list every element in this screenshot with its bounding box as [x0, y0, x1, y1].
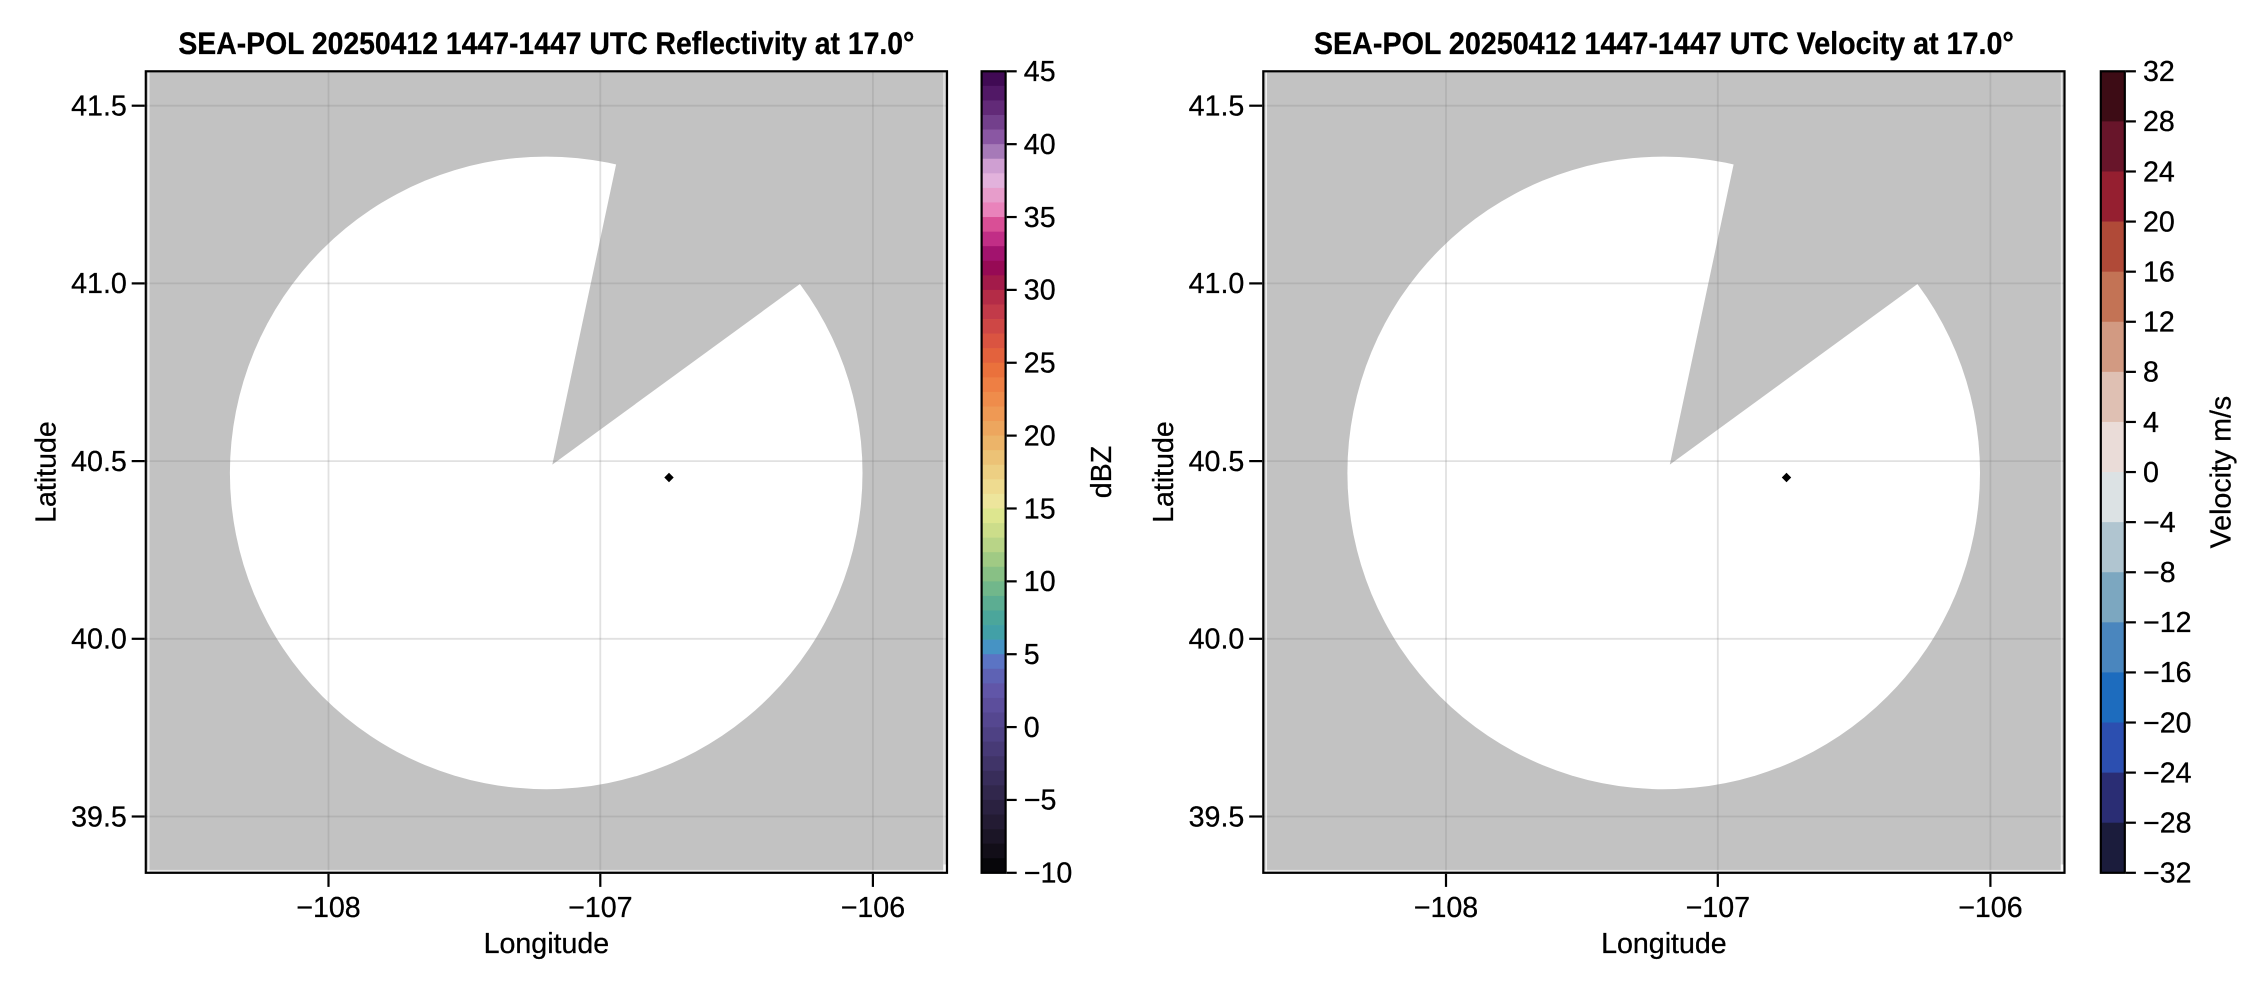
svg-text:−20: −20	[2143, 707, 2192, 739]
svg-text:0: 0	[1024, 712, 1040, 744]
svg-text:4: 4	[2143, 407, 2159, 439]
svg-text:8: 8	[2143, 357, 2159, 389]
svg-text:12: 12	[2143, 307, 2175, 339]
svg-text:−108: −108	[296, 892, 360, 924]
svg-text:Longitude: Longitude	[484, 928, 610, 960]
svg-text:40: 40	[1024, 129, 1056, 161]
svg-text:20: 20	[1024, 420, 1056, 452]
svg-text:28: 28	[2143, 106, 2175, 138]
svg-text:30: 30	[1024, 275, 1056, 307]
svg-text:−24: −24	[2143, 757, 2192, 789]
svg-text:45: 45	[1024, 56, 1056, 88]
svg-text:41.5: 41.5	[1189, 91, 1245, 123]
svg-text:25: 25	[1024, 348, 1056, 380]
svg-text:−12: −12	[2143, 607, 2192, 639]
svg-text:−8: −8	[2143, 557, 2176, 589]
svg-text:40.5: 40.5	[71, 446, 127, 478]
svg-text:35: 35	[1024, 202, 1056, 234]
svg-text:32: 32	[2143, 56, 2175, 88]
svg-text:41.0: 41.0	[71, 268, 127, 300]
svg-text:−28: −28	[2143, 808, 2192, 840]
svg-text:0: 0	[2143, 457, 2159, 489]
svg-text:Latitude: Latitude	[31, 421, 63, 523]
svg-text:−5: −5	[1024, 785, 1057, 817]
svg-text:−32: −32	[2143, 858, 2192, 890]
svg-text:20: 20	[2143, 206, 2175, 238]
svg-text:−107: −107	[568, 892, 632, 924]
svg-text:Longitude: Longitude	[1601, 928, 1727, 960]
svg-text:16: 16	[2143, 256, 2175, 288]
svg-text:Velocity m/s: Velocity m/s	[2206, 396, 2238, 549]
svg-text:dBZ: dBZ	[1086, 446, 1118, 498]
svg-text:40.5: 40.5	[1189, 446, 1245, 478]
svg-text:SEA-POL 20250412 1447-1447 UTC: SEA-POL 20250412 1447-1447 UTC Velocity …	[1314, 25, 2014, 61]
svg-text:24: 24	[2143, 156, 2175, 188]
svg-text:41.5: 41.5	[71, 91, 127, 123]
svg-text:40.0: 40.0	[1189, 624, 1245, 656]
svg-text:−10: −10	[1024, 858, 1073, 890]
svg-text:−4: −4	[2143, 507, 2176, 539]
svg-text:39.5: 39.5	[71, 801, 127, 833]
svg-text:Latitude: Latitude	[1148, 421, 1180, 523]
svg-text:41.0: 41.0	[1189, 268, 1245, 300]
svg-text:40.0: 40.0	[71, 624, 127, 656]
svg-text:−16: −16	[2143, 657, 2192, 689]
svg-text:SEA-POL 20250412 1447-1447 UTC: SEA-POL 20250412 1447-1447 UTC Reflectiv…	[178, 25, 914, 61]
svg-text:39.5: 39.5	[1189, 801, 1245, 833]
svg-text:−106: −106	[1958, 892, 2022, 924]
svg-text:−107: −107	[1686, 892, 1750, 924]
svg-text:10: 10	[1024, 566, 1056, 598]
svg-text:5: 5	[1024, 639, 1040, 671]
svg-text:−108: −108	[1414, 892, 1478, 924]
svg-text:15: 15	[1024, 493, 1056, 525]
svg-text:−106: −106	[841, 892, 905, 924]
